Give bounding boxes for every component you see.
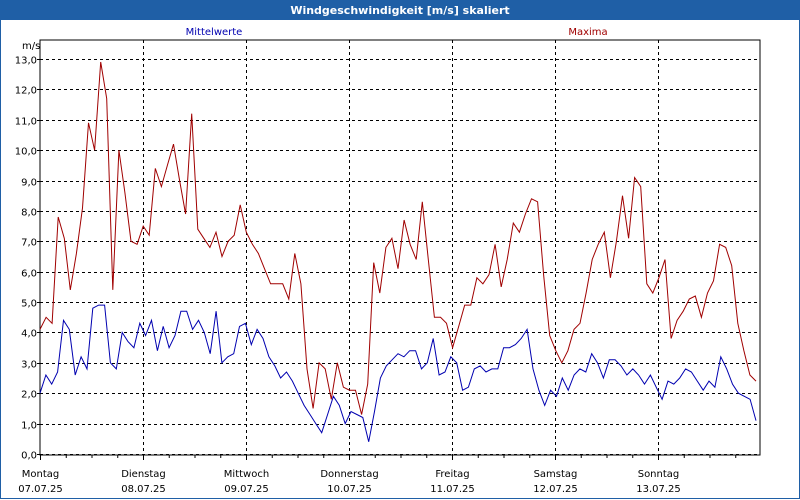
series-label-mittelwerte: Mittelwerte xyxy=(186,27,243,38)
y-tick-label: 1,0 xyxy=(21,421,37,432)
y-tick-label: 10,0 xyxy=(15,147,37,158)
x-tick-day-label: Freitag xyxy=(435,469,469,480)
y-tick-label: 5,0 xyxy=(21,299,37,310)
x-tick-day-label: Montag xyxy=(22,469,59,480)
x-tick-day-label: Donnerstag xyxy=(320,469,378,480)
y-tick-label: 8,0 xyxy=(21,208,37,219)
x-tick-date-label: 07.07.25 xyxy=(18,484,63,495)
mittelwerte-line xyxy=(40,305,756,442)
x-tick-day-label: Sonntag xyxy=(638,469,680,480)
y-tick-label: 6,0 xyxy=(21,269,37,280)
y-tick-label: 11,0 xyxy=(15,117,37,128)
series-label-maxima: Maxima xyxy=(568,27,607,38)
x-tick-date-label: 12.07.25 xyxy=(533,484,578,495)
y-tick-label: 13,0 xyxy=(15,56,37,67)
y-tick-label: 12,0 xyxy=(15,86,37,97)
x-tick-day-label: Samstag xyxy=(534,469,578,480)
x-tick-date-label: 10.07.25 xyxy=(327,484,372,495)
y-tick-label: 4,0 xyxy=(21,329,37,340)
y-axis-label: m/s xyxy=(22,41,40,52)
y-tick-label: 7,0 xyxy=(21,238,37,249)
maxima-line xyxy=(40,62,756,415)
y-tick-label: 3,0 xyxy=(21,360,37,371)
x-tick-date-label: 13.07.25 xyxy=(636,484,681,495)
x-tick-day-label: Dienstag xyxy=(121,469,166,480)
y-tick-label: 9,0 xyxy=(21,178,37,189)
plot-area xyxy=(40,40,760,455)
x-tick-date-label: 09.07.25 xyxy=(224,484,269,495)
y-tick-label: 2,0 xyxy=(21,390,37,401)
x-tick-date-label: 11.07.25 xyxy=(430,484,475,495)
y-tick-label: 0,0 xyxy=(21,451,37,462)
x-tick-day-label: Mittwoch xyxy=(224,469,269,480)
x-tick-date-label: 08.07.25 xyxy=(121,484,166,495)
